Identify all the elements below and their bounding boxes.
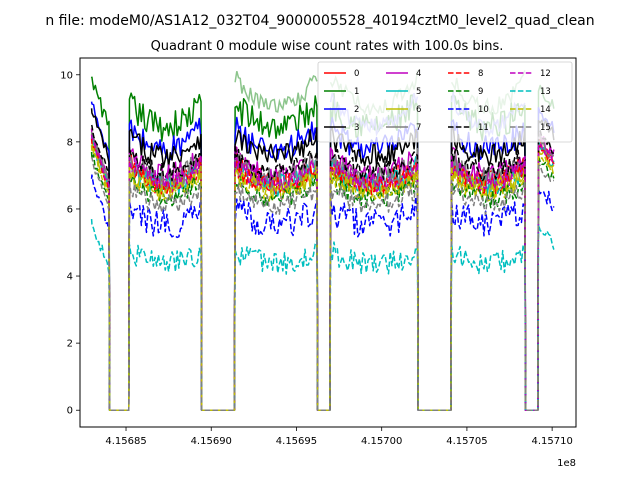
x-tick-label: 4.15710 xyxy=(531,436,572,447)
y-tick-label: 8 xyxy=(67,137,73,148)
y-tick-label: 10 xyxy=(60,70,73,81)
x-tick-label: 4.15705 xyxy=(446,436,487,447)
plot-area-frame xyxy=(79,57,577,428)
legend-label-4: 4 xyxy=(416,69,421,79)
figure-suptitle: n file: modeM0/AS1A12_032T04_9000005528_… xyxy=(45,13,594,29)
legend-label-11: 11 xyxy=(478,123,489,133)
legend-label-10: 10 xyxy=(478,105,489,115)
x-offset-label: 1e8 xyxy=(557,458,576,469)
x-axis: 4.15685 4.15690 4.15695 4.15700 4.15705 4.157… xyxy=(105,427,573,447)
legend-label-2: 2 xyxy=(354,105,359,115)
legend-label-13: 13 xyxy=(540,87,551,97)
series-line-15 xyxy=(90,156,554,411)
x-tick-label: 4.15685 xyxy=(105,436,146,447)
y-tick-label: 4 xyxy=(67,272,73,283)
series-line-3 xyxy=(90,108,555,411)
legend-label-15: 15 xyxy=(540,123,551,133)
legend-label-5: 5 xyxy=(416,87,421,97)
legend-box xyxy=(317,61,573,143)
legend-label-1: 1 xyxy=(354,87,359,97)
legend-label-0: 0 xyxy=(354,69,359,79)
series-line-13 xyxy=(90,218,555,411)
y-tick-label: 0 xyxy=(67,406,73,417)
y-axis: 0 2 4 6 8 10 xyxy=(60,70,80,417)
legend-label-12: 12 xyxy=(540,69,551,79)
y-tick-label: 6 xyxy=(67,204,73,215)
legend-label-3: 3 xyxy=(354,123,359,133)
legend-label-8: 8 xyxy=(478,69,483,79)
overlay-light-green-seg-2 xyxy=(234,71,318,113)
series-layer xyxy=(90,70,555,411)
legend-label-6: 6 xyxy=(416,105,421,115)
x-tick-label: 4.15695 xyxy=(276,436,317,447)
x-tick-label: 4.15690 xyxy=(191,436,232,447)
legend-label-9: 9 xyxy=(478,87,483,97)
legend-label-14: 14 xyxy=(540,105,551,115)
chart-title: Quadrant 0 module wise count rates with … xyxy=(151,39,504,54)
y-tick-label: 2 xyxy=(67,339,73,350)
x-tick-label: 4.15700 xyxy=(361,436,402,447)
legend-label-7: 7 xyxy=(416,123,421,133)
